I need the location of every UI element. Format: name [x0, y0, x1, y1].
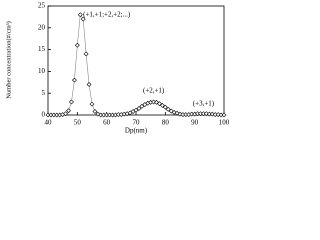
- data-point: [77, 12, 83, 18]
- annotation: (+2,+1): [143, 87, 165, 95]
- data-point: [151, 99, 157, 105]
- y-tick-label: 20: [38, 23, 46, 31]
- x-tick-label: 100: [219, 119, 229, 127]
- annotation: (+3,+1): [193, 100, 215, 108]
- data-point: [136, 106, 142, 111]
- data-point: [66, 108, 71, 114]
- y-tick-label: 0: [42, 111, 46, 119]
- data-point: [89, 101, 95, 107]
- data-point: [133, 107, 139, 113]
- data-point: [215, 112, 221, 117]
- chart: Dp(nm) Number concentration(#/cm³) 0 5 10 1…: [5, 2, 229, 135]
- y-tick-label: 10: [38, 67, 46, 75]
- data-point: [177, 111, 183, 117]
- data-point: [92, 109, 98, 114]
- data-point: [209, 111, 215, 117]
- x-tick-label: 50: [74, 119, 82, 127]
- data-point: [162, 104, 168, 110]
- data-point: [174, 110, 180, 116]
- x-tick-label: 40: [45, 119, 53, 127]
- data-point: [221, 112, 227, 118]
- data-point: [139, 103, 145, 109]
- y-tick-label: 25: [38, 2, 46, 10]
- data-point: [95, 111, 101, 117]
- data-point: [69, 99, 74, 105]
- x-axis-label: Dp(nm): [125, 127, 148, 135]
- y-tick-label: 15: [38, 45, 46, 53]
- data-point: [83, 51, 89, 57]
- data-point: [63, 111, 69, 117]
- data-point: [165, 106, 171, 112]
- data-point: [157, 101, 162, 107]
- x-tick-label: 90: [191, 119, 199, 127]
- x-tick-label: 60: [103, 119, 111, 127]
- x-tick-label: 70: [133, 119, 141, 127]
- data-point: [80, 16, 86, 22]
- data-point: [203, 111, 209, 117]
- annotation: (+1,+1;+2,+2;...): [83, 10, 131, 18]
- data-point: [86, 82, 92, 87]
- x-tick-label: 80: [162, 119, 170, 127]
- y-axis-label: Number concentration(#/cm³): [5, 21, 12, 99]
- plot-frame: [47, 5, 225, 116]
- data-point: [159, 102, 165, 108]
- data-point: [74, 42, 80, 48]
- data-point: [71, 77, 77, 83]
- y-tick-label: 5: [42, 89, 46, 97]
